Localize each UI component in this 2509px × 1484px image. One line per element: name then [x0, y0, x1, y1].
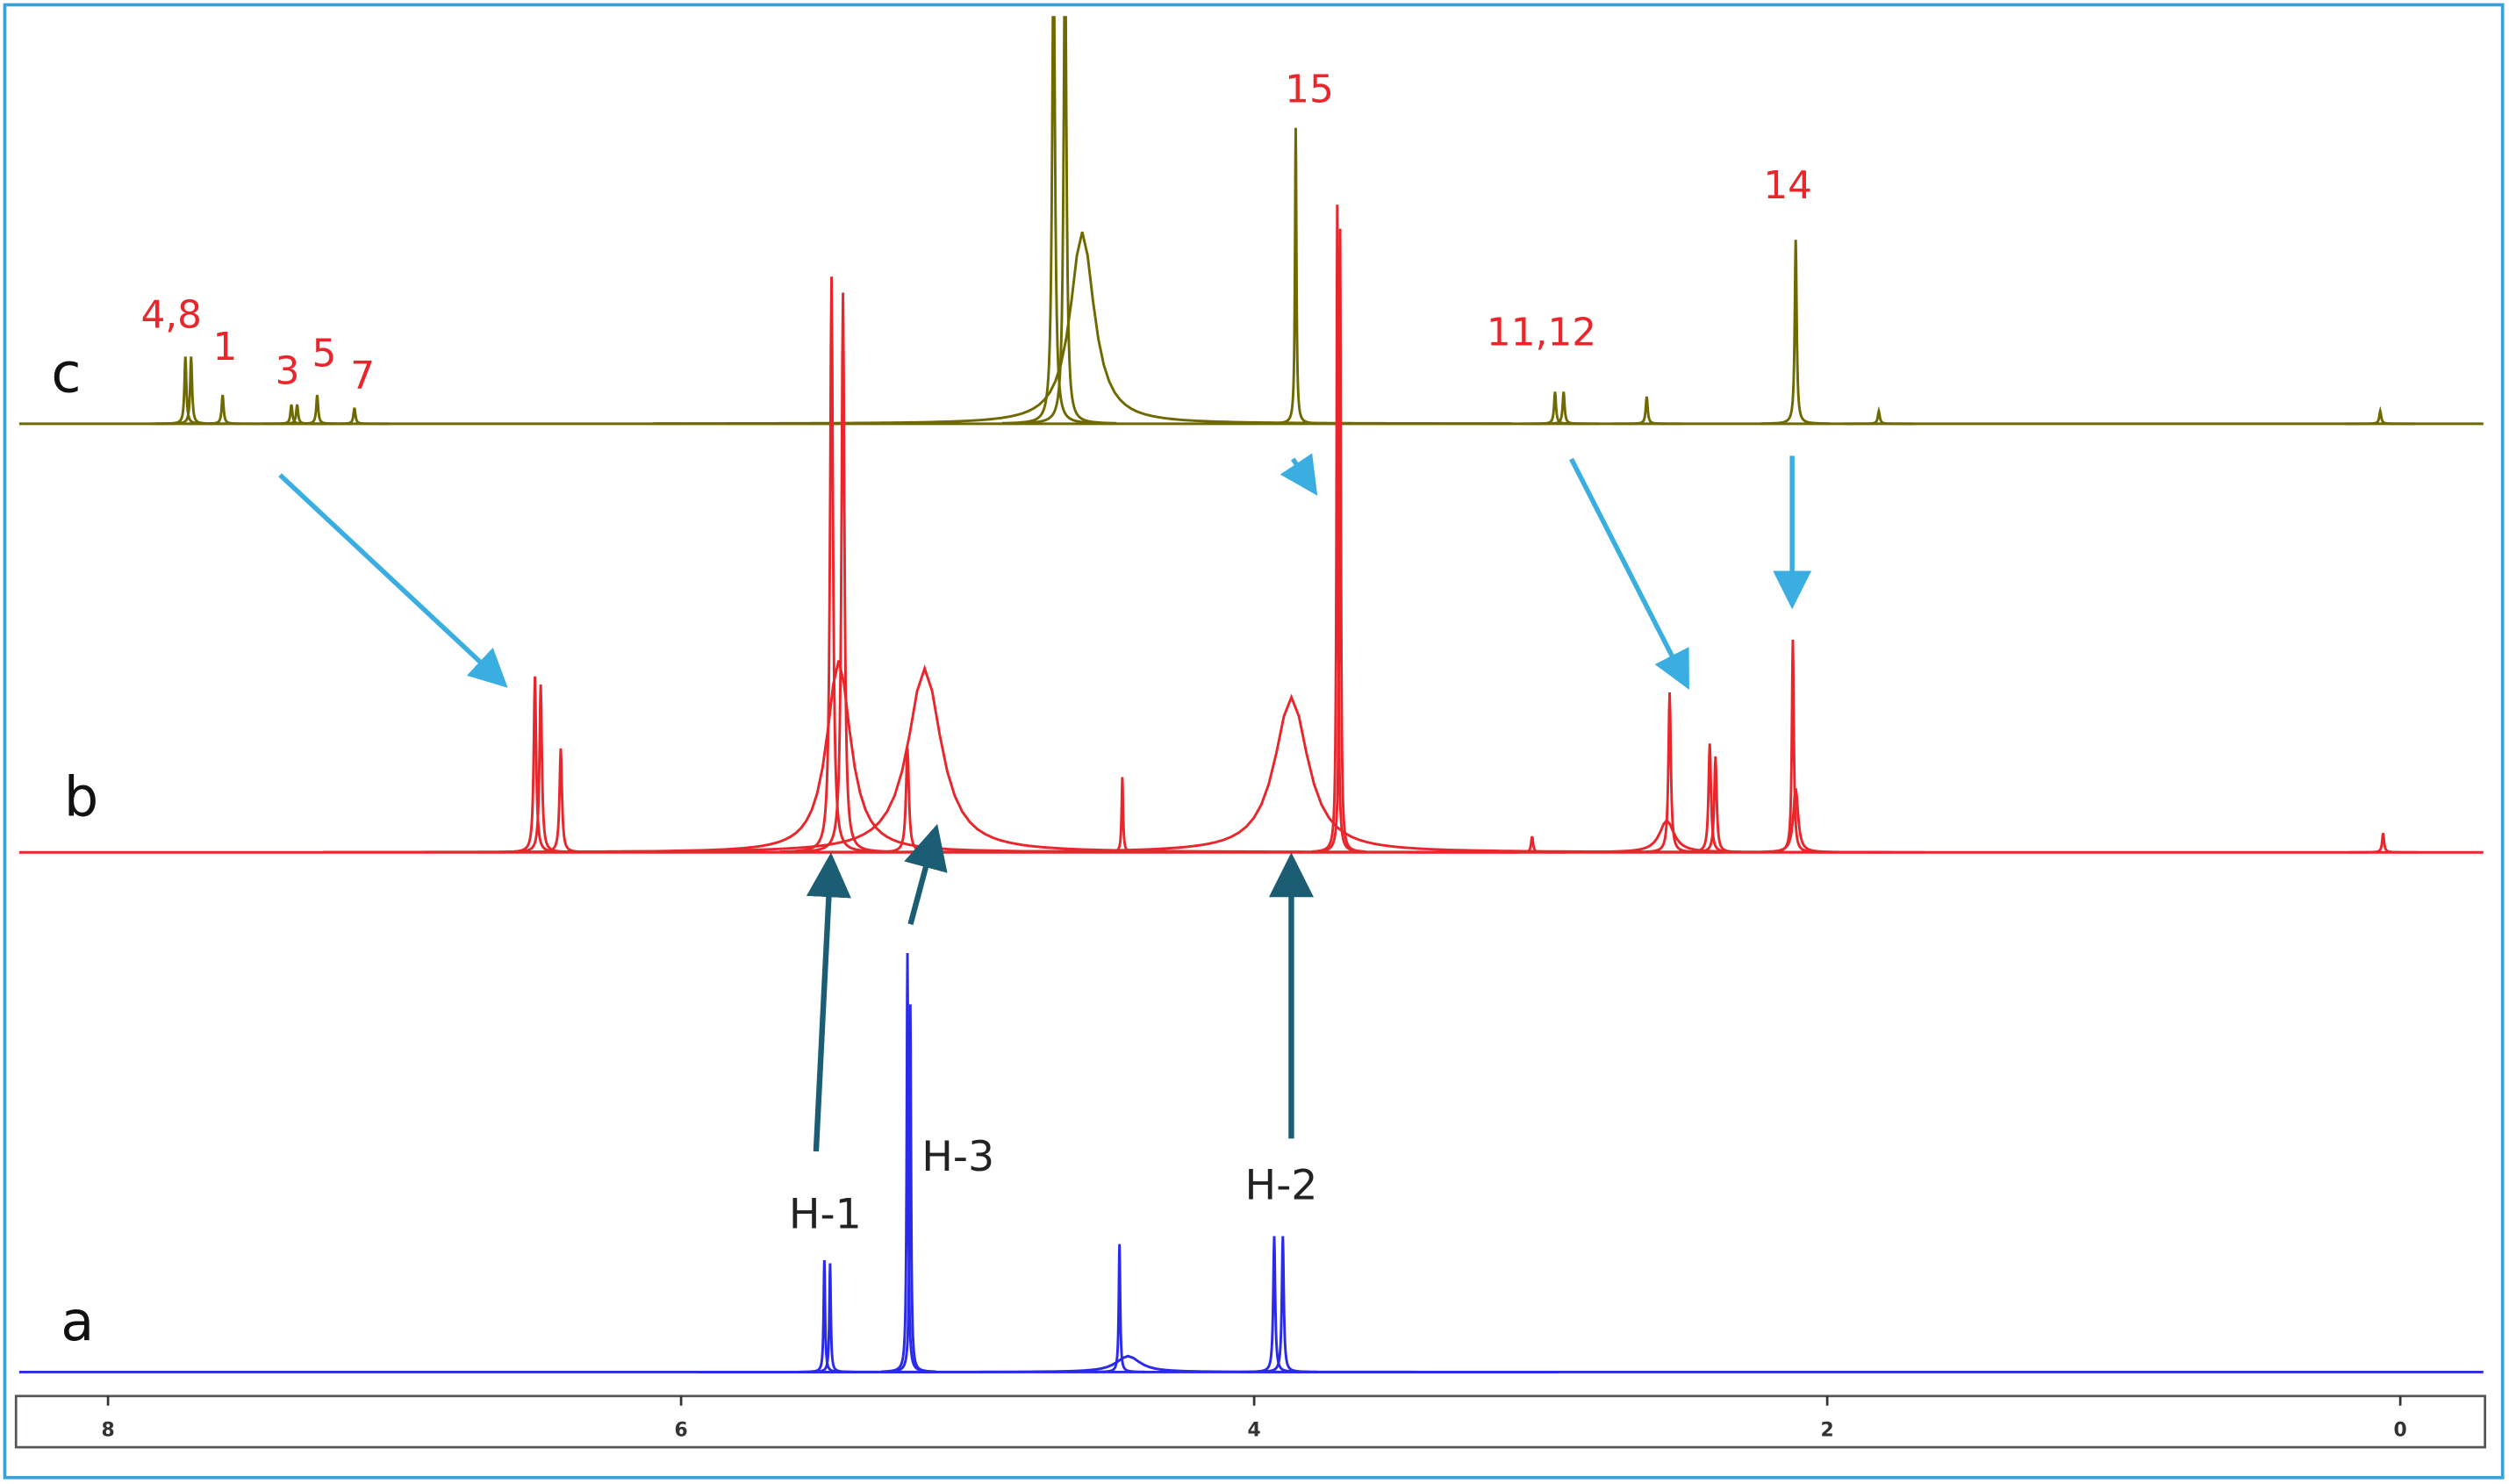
- x-axis: 8 6 4 2 0: [101, 1395, 2407, 1441]
- frame: [3, 3, 2505, 1480]
- peak: [1529, 391, 1598, 426]
- x-axis-box: [14, 1394, 2487, 1449]
- annotation: 14: [1763, 163, 1812, 208]
- annotation: 5: [312, 331, 337, 376]
- x-tick-label: 6: [674, 1419, 687, 1441]
- annotation: 11,12: [1487, 311, 1596, 355]
- peak: [1667, 743, 1753, 854]
- trace-label: c: [51, 341, 81, 405]
- peak: [1761, 240, 1831, 426]
- annotation: H-3: [921, 1133, 994, 1181]
- peak: [1520, 391, 1590, 426]
- annotation: H-1: [789, 1190, 862, 1238]
- peak: [319, 407, 390, 426]
- peak: [188, 394, 257, 426]
- spectra: [18, 16, 2484, 1373]
- peak: [322, 664, 1527, 854]
- peak: [1093, 1244, 1146, 1373]
- peak: [698, 1354, 1559, 1373]
- annotation: 4,8: [140, 293, 202, 338]
- peak: [1096, 777, 1149, 854]
- arrow: [1569, 457, 1689, 690]
- peak: [1314, 228, 1366, 853]
- peak: [151, 356, 220, 426]
- arrows: [278, 453, 1812, 1152]
- peak: [856, 748, 959, 854]
- x-tick-label: 8: [101, 1419, 114, 1441]
- annotation: 1: [213, 325, 238, 369]
- peak: [1013, 16, 1117, 425]
- peak: [2346, 405, 2415, 426]
- peak: [1612, 396, 1681, 426]
- x-tick-label: 2: [1821, 1419, 1834, 1441]
- peak: [1844, 405, 1914, 426]
- peak: [779, 276, 884, 853]
- arrow: [904, 823, 948, 926]
- trace-label: a: [61, 1289, 94, 1353]
- arrow: [1280, 453, 1318, 496]
- x-tick-label: 0: [2394, 1419, 2407, 1441]
- peak: [1710, 788, 1882, 854]
- arrow: [278, 473, 508, 688]
- annotation: H-2: [1245, 1162, 1318, 1210]
- trace-label: b: [64, 764, 98, 828]
- peak: [798, 1259, 850, 1373]
- peak: [1270, 127, 1322, 425]
- peak: [491, 676, 578, 854]
- peak: [498, 684, 584, 854]
- peak: [1239, 1236, 1309, 1373]
- peak: [1248, 1236, 1318, 1373]
- x-tick-label: 4: [1248, 1419, 1261, 1441]
- annotation: 15: [1285, 68, 1334, 112]
- annotation: 7: [350, 354, 375, 398]
- peak: [1626, 692, 1713, 854]
- peak: [652, 231, 1512, 426]
- annotation: 3: [276, 348, 300, 393]
- peak: [1001, 16, 1106, 425]
- peak: [804, 1263, 857, 1373]
- peak: [1672, 756, 1759, 854]
- peak: [791, 292, 895, 853]
- peak: [2348, 833, 2418, 854]
- arrow: [806, 852, 851, 1152]
